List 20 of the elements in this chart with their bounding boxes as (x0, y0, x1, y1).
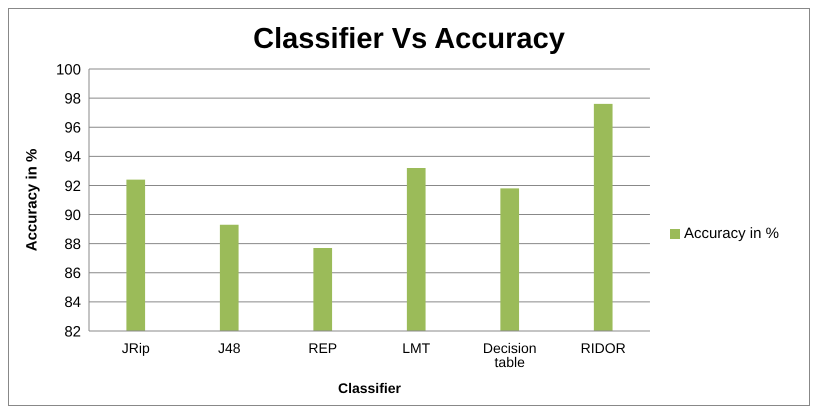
y-tick-label: 84 (64, 294, 81, 312)
y-tick-label: 90 (64, 206, 81, 224)
y-tick-label: 98 (64, 90, 81, 108)
x-tick-label: RIDOR (580, 340, 626, 356)
x-tick-label: Decision table (482, 340, 537, 370)
x-tick-label: REP (308, 340, 338, 356)
y-tick-label: 82 (64, 323, 81, 340)
x-tick-label: J48 (218, 340, 241, 356)
y-tick-label: 88 (64, 236, 81, 253)
y-tick-label: 100 (56, 61, 81, 78)
x-axis-title: Classifier (338, 380, 402, 396)
y-axis-title: Accuracy in % (23, 148, 40, 252)
x-tick-label: JRip (122, 340, 150, 356)
y-tick-label: 94 (64, 148, 81, 166)
y-tick-label: 92 (64, 178, 81, 195)
legend-label: Accuracy in % (684, 224, 779, 242)
y-tick-label: 96 (64, 120, 81, 137)
chart-title: Classifier Vs Accuracy (252, 23, 566, 57)
x-tick-label: LMT (402, 340, 431, 356)
y-tick-label: 86 (64, 265, 81, 282)
